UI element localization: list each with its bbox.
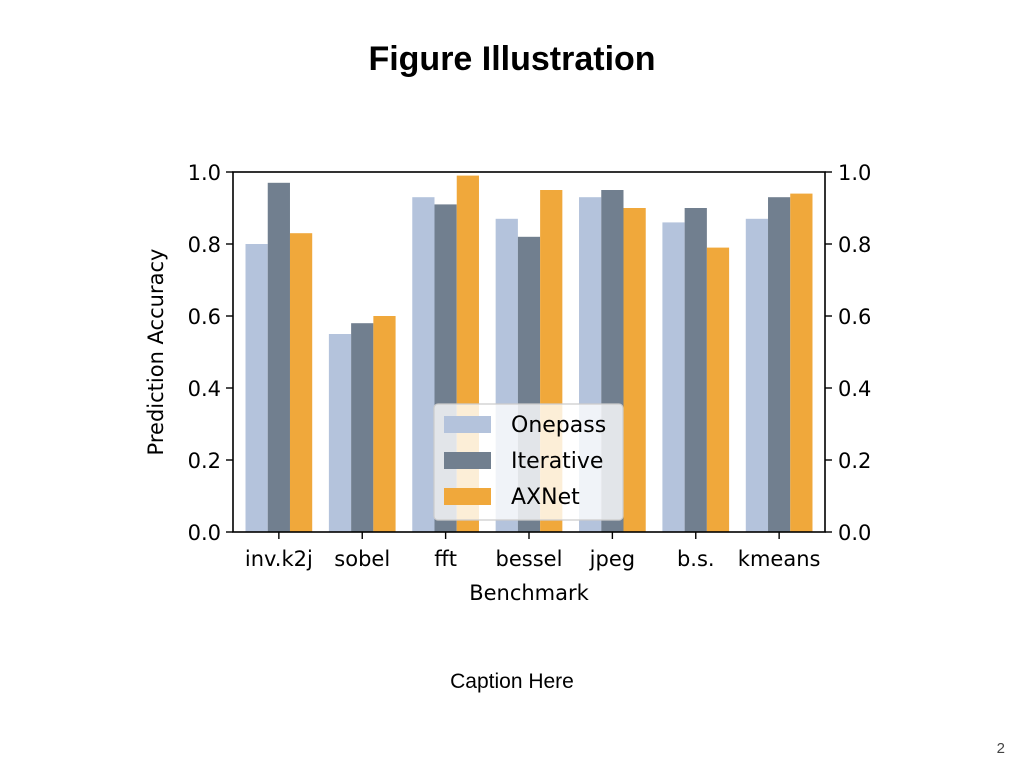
legend-swatch-onepass bbox=[444, 416, 491, 433]
legend-label-onepass: Onepass bbox=[511, 413, 606, 438]
bar-onepass-fft bbox=[412, 197, 435, 532]
bar-onepass-inv.k2j bbox=[245, 244, 268, 532]
legend-label-iterative: Iterative bbox=[511, 449, 603, 474]
y-tick-label-left: 0.4 bbox=[188, 377, 221, 401]
bar-iterative-sobel bbox=[351, 323, 374, 532]
bar-axnet-inv.k2j bbox=[289, 233, 313, 532]
y-tick-label-right: 0.0 bbox=[838, 521, 871, 545]
x-tick-label-b.s.: b.s. bbox=[677, 547, 715, 571]
y-tick-label-left: 0.8 bbox=[188, 233, 221, 257]
y-tick-label-left: 0.6 bbox=[188, 305, 221, 329]
x-tick-label-kmeans: kmeans bbox=[738, 547, 821, 571]
bar-iterative-b.s. bbox=[684, 208, 707, 532]
bar-iterative-kmeans bbox=[768, 197, 791, 532]
x-tick-label-bessel: bessel bbox=[496, 547, 563, 571]
y-tick-label-right: 0.4 bbox=[838, 377, 871, 401]
y-tick-label-left: 0.2 bbox=[188, 449, 221, 473]
y-tick-label-right: 0.2 bbox=[838, 449, 871, 473]
y-tick-label-left: 1.0 bbox=[188, 161, 221, 185]
x-tick-label-inv.k2j: inv.k2j bbox=[245, 547, 313, 571]
y-tick-label-right: 0.6 bbox=[838, 305, 871, 329]
bar-onepass-sobel bbox=[328, 334, 352, 532]
legend-swatch-iterative bbox=[444, 452, 491, 469]
legend-label-axnet: AXNet bbox=[511, 485, 580, 510]
page-number: 2 bbox=[996, 740, 1005, 757]
y-axis-label: Prediction Accuracy bbox=[144, 249, 168, 456]
bar-axnet-sobel bbox=[373, 316, 396, 532]
bar-axnet-b.s. bbox=[706, 247, 730, 532]
y-tick-label-right: 0.8 bbox=[838, 233, 871, 257]
axes-layer: 0.0 0.0 0.2 0.2 0.4 0.4 0.6 0.6 0.8 0.8 1.0 1.0 inv.… bbox=[144, 161, 871, 605]
bar-onepass-kmeans bbox=[745, 218, 769, 533]
bar-iterative-inv.k2j bbox=[267, 182, 290, 533]
x-tick-label-jpeg: jpeg bbox=[589, 547, 635, 571]
y-tick-label-right: 1.0 bbox=[838, 161, 871, 185]
bar-axnet-kmeans bbox=[790, 193, 813, 532]
y-tick-label-left: 0.0 bbox=[188, 521, 221, 545]
bar-onepass-b.s. bbox=[662, 222, 685, 532]
slide-title: Figure Illustration bbox=[368, 40, 656, 78]
x-tick-label-fft: fft bbox=[434, 547, 457, 571]
caption: Caption Here bbox=[450, 670, 574, 693]
x-tick-label-sobel: sobel bbox=[334, 547, 390, 571]
legend-swatch-axnet bbox=[444, 488, 491, 505]
legend: Onepass Iterative AXNet bbox=[433, 403, 624, 521]
bar-axnet-jpeg bbox=[623, 208, 646, 532]
x-axis-label: Benchmark bbox=[469, 581, 589, 605]
